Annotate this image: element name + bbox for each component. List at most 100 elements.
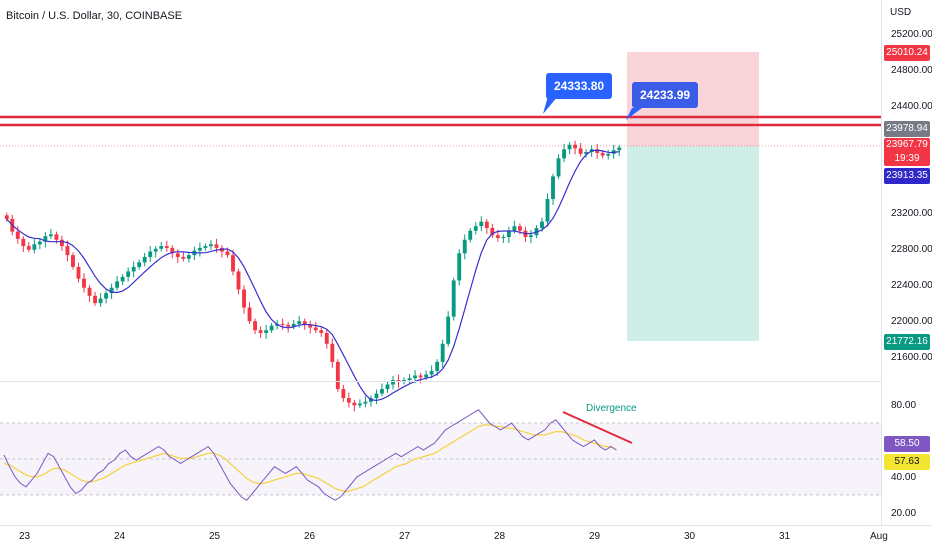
candle-body	[181, 256, 186, 259]
divergence-label: Divergence	[586, 403, 637, 414]
candle-body	[236, 271, 241, 290]
candle-body	[429, 370, 434, 375]
price-tick: 25200.00	[891, 29, 932, 40]
candle-body	[26, 246, 31, 250]
candle-body	[308, 324, 313, 328]
candle-body	[214, 244, 219, 248]
candle-body	[517, 226, 522, 231]
callout-lower-pointer	[626, 108, 642, 120]
candle-body	[617, 147, 622, 151]
candle-body	[82, 278, 86, 288]
time-axis-border	[0, 525, 932, 526]
rsi-ma-line	[3, 424, 617, 493]
candle-body	[396, 380, 401, 382]
candle-body	[584, 152, 589, 154]
candle-body	[600, 152, 605, 156]
candle-body	[197, 247, 202, 251]
candle-body	[313, 327, 318, 331]
candle-body	[76, 266, 81, 279]
rsi-line	[3, 409, 617, 501]
candle-body	[490, 228, 495, 236]
candle-body	[32, 244, 37, 250]
candle-body	[37, 241, 42, 245]
candle-body	[440, 343, 445, 362]
candle-body	[529, 235, 533, 238]
rsi-tick: 20.00	[891, 508, 917, 519]
candle-body	[43, 236, 48, 242]
candle-body	[98, 298, 103, 304]
candle-body	[335, 361, 340, 390]
candle-body	[446, 316, 451, 344]
candle-body	[506, 230, 511, 238]
candle-body	[545, 199, 550, 222]
callout-upper-pointer	[543, 96, 558, 114]
time-tick: 23	[19, 531, 31, 542]
candle-body	[573, 144, 578, 149]
candle-body	[484, 221, 489, 228]
candle-body	[170, 247, 175, 254]
candle-body	[606, 153, 611, 156]
price-callout-upper[interactable]: 24333.80	[546, 73, 613, 99]
candle-body	[159, 246, 164, 249]
candle-body	[48, 234, 53, 237]
candle-body	[21, 238, 26, 247]
rsi-signal-badge: 57.63	[884, 454, 930, 470]
candle-body	[468, 230, 473, 240]
price-callout-lower[interactable]: 24233.99	[632, 82, 699, 108]
candle-body	[562, 149, 566, 159]
candle-body	[65, 246, 70, 256]
candle-body	[385, 384, 390, 390]
candle-body	[186, 255, 191, 259]
candle-body	[60, 239, 64, 247]
candle-body	[324, 332, 329, 344]
candle-body	[512, 226, 517, 231]
candle-body	[363, 401, 368, 404]
price-tick: 24800.00	[891, 65, 932, 76]
candle-body	[540, 221, 544, 228]
pane-divider[interactable]	[0, 381, 881, 382]
rsi-tick: 80.00	[891, 400, 917, 411]
time-tick: 30	[684, 531, 696, 542]
candle-body	[424, 374, 429, 378]
chart-title: Bitcoin / U.S. Dollar, 30, COINBASE	[6, 10, 183, 22]
candle-body	[131, 266, 136, 272]
candle-body	[164, 246, 169, 248]
candle-body	[126, 271, 131, 277]
candle-body	[15, 231, 20, 239]
rsi-tick: 40.00	[891, 472, 917, 483]
ma-value-badge: 23913.35	[884, 168, 930, 184]
candle-body	[175, 253, 180, 257]
prev-close-badge: 23978.94	[884, 121, 930, 137]
candle-body	[142, 256, 147, 263]
target-zone	[627, 146, 759, 341]
candle-body	[357, 403, 362, 406]
candle-body	[247, 307, 252, 322]
candle-body	[556, 158, 561, 177]
candle-body	[203, 246, 208, 248]
candle-body	[595, 149, 600, 153]
candle-body	[297, 321, 302, 324]
price-tick: 22400.00	[891, 280, 932, 291]
candle-body	[578, 148, 583, 154]
candle-body	[208, 244, 213, 247]
candle-body	[501, 237, 506, 239]
candle-body	[137, 262, 142, 267]
candle-body	[380, 389, 384, 394]
currency-label: USD	[890, 7, 912, 18]
price-tick: 24400.00	[891, 101, 932, 112]
candle-body	[148, 251, 153, 257]
price-tick: 22800.00	[891, 244, 932, 255]
time-tick: 27	[399, 531, 411, 542]
candle-body	[551, 176, 555, 200]
candle-body	[462, 239, 467, 254]
candle-body	[93, 295, 97, 304]
candle-body	[346, 398, 351, 403]
divergence-line[interactable]	[562, 411, 633, 444]
candle-body	[54, 234, 59, 240]
candle-body	[269, 325, 274, 331]
time-tick: 25	[209, 531, 221, 542]
price-axis-border	[881, 0, 882, 525]
time-tick: 29	[589, 531, 601, 542]
candle-body	[479, 221, 484, 227]
